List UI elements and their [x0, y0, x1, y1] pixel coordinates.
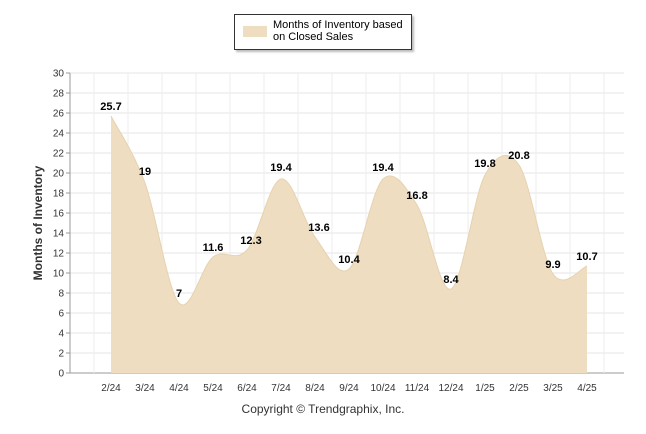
y-tick-label: 30 — [53, 69, 65, 80]
y-tick-label: 24 — [53, 129, 65, 140]
area-series — [110, 115, 588, 373]
data-label: 11.6 — [203, 242, 224, 254]
x-tick-label: 12/24 — [438, 383, 463, 394]
y-tick-label: 2 — [58, 349, 64, 360]
data-label: 13.6 — [308, 222, 329, 234]
data-label: 16.8 — [406, 190, 427, 202]
y-tick-label: 16 — [53, 209, 65, 220]
data-label: 10.7 — [576, 251, 597, 263]
x-tick-label: 6/24 — [237, 383, 257, 394]
x-tick-label: 11/24 — [405, 383, 430, 394]
x-tick-label: 7/24 — [271, 383, 291, 394]
data-label: 12.3 — [240, 235, 261, 247]
data-labels: 25.7 19 7 11.6 12.3 19.4 13.6 10.4 19.4 16.8 8.4 19… — [100, 101, 597, 300]
x-tick-label: 10/24 — [370, 383, 395, 394]
data-label: 8.4 — [443, 274, 459, 286]
copyright-footer: Copyright © Trendgraphix, Inc. — [241, 402, 405, 416]
data-label: 19 — [139, 166, 151, 178]
area-fill — [111, 116, 587, 373]
data-label: 7 — [176, 288, 182, 300]
data-label: 9.9 — [545, 259, 560, 271]
legend: Months of Inventory based on Closed Sale… — [234, 14, 412, 50]
area-line — [110, 115, 588, 306]
y-tick-label: 28 — [53, 89, 65, 100]
data-label: 19.8 — [474, 158, 495, 170]
y-tick-label: 22 — [53, 149, 65, 160]
x-tick-label: 4/25 — [577, 383, 597, 394]
x-tick-label: 3/24 — [135, 383, 155, 394]
x-tick-label: 8/24 — [305, 383, 325, 394]
x-tick-label: 2/24 — [101, 383, 121, 394]
data-label: 25.7 — [100, 101, 121, 113]
y-tick-label: 18 — [53, 189, 65, 200]
legend-label-line1: Months of Inventory based — [273, 19, 403, 31]
y-tick-label: 12 — [53, 249, 65, 260]
data-label: 20.8 — [508, 150, 529, 162]
y-tick-label: 0 — [58, 369, 64, 380]
data-label: 10.4 — [338, 254, 360, 266]
y-axis-title: Months of Inventory — [31, 165, 45, 280]
x-tick-label: 9/24 — [339, 383, 359, 394]
y-tick-label: 8 — [58, 289, 64, 300]
legend-swatch — [243, 26, 267, 37]
x-tick-label: 5/24 — [203, 383, 223, 394]
y-tick-label: 26 — [53, 109, 65, 120]
x-tick-label: 2/25 — [509, 383, 529, 394]
legend-label-line2: on Closed Sales — [273, 31, 354, 43]
legend-label: Months of Inventory based on Closed Sale… — [273, 19, 409, 43]
y-tick-label: 4 — [58, 329, 64, 340]
data-label: 19.4 — [372, 162, 394, 174]
y-tick-label: 14 — [53, 229, 65, 240]
y-tick-label: 10 — [53, 269, 65, 280]
x-tick-label: 4/24 — [169, 383, 189, 394]
y-tick-label: 20 — [53, 169, 65, 180]
data-label: 19.4 — [270, 162, 292, 174]
x-tick-label: 3/25 — [543, 383, 563, 394]
y-tick-label: 6 — [58, 309, 64, 320]
x-tick-label: 1/25 — [475, 383, 495, 394]
